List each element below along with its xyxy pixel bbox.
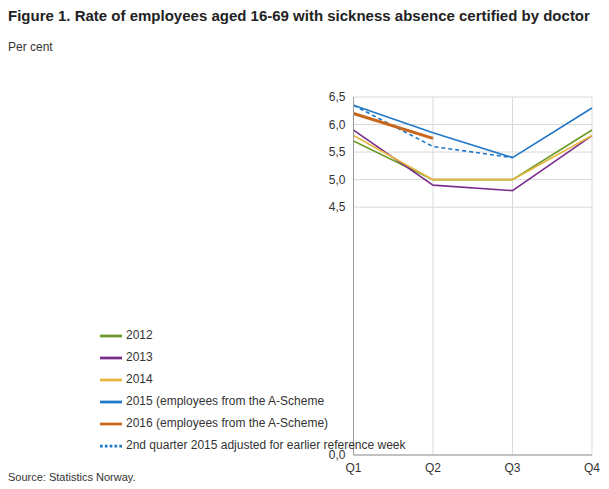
svg-text:5,5: 5,5 [329, 145, 346, 159]
svg-text:Q3: Q3 [504, 461, 520, 475]
svg-text:6,5: 6,5 [329, 90, 346, 104]
svg-text:6,0: 6,0 [329, 118, 346, 132]
svg-text:Q2: Q2 [425, 461, 441, 475]
svg-text:0,0: 0,0 [329, 448, 346, 462]
svg-text:5,0: 5,0 [329, 173, 346, 187]
svg-text:4,5: 4,5 [329, 200, 346, 214]
svg-text:Q4: Q4 [584, 461, 600, 475]
svg-text:Q1: Q1 [346, 461, 362, 475]
